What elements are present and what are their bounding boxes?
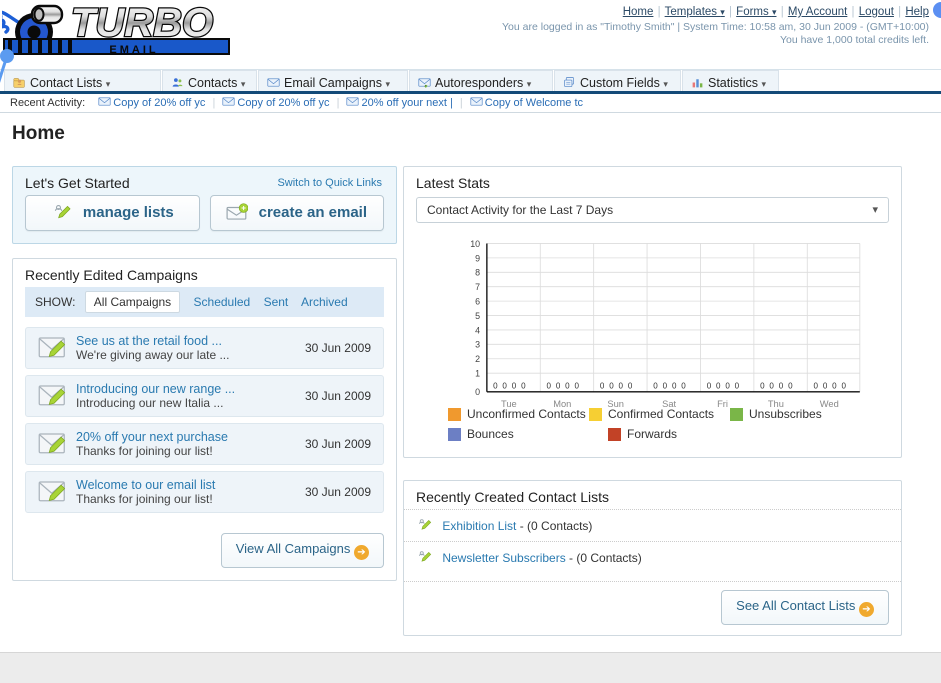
svg-text:0: 0 <box>546 381 551 390</box>
svg-text:0: 0 <box>822 381 827 390</box>
svg-text:EMAIL: EMAIL <box>109 44 158 56</box>
svg-text:3: 3 <box>475 340 480 350</box>
svg-text:0: 0 <box>521 381 526 390</box>
svg-text:0: 0 <box>716 381 721 390</box>
svg-text:0: 0 <box>681 381 686 390</box>
svg-text:0: 0 <box>662 381 667 390</box>
svg-text:0: 0 <box>778 381 783 390</box>
svg-text:1: 1 <box>475 369 480 379</box>
svg-text:0: 0 <box>671 381 676 390</box>
svg-text:0: 0 <box>555 381 560 390</box>
svg-text:8: 8 <box>475 268 480 278</box>
svg-text:0: 0 <box>618 381 623 390</box>
svg-text:0: 0 <box>760 381 765 390</box>
svg-text:0: 0 <box>769 381 774 390</box>
svg-text:0: 0 <box>706 381 711 390</box>
svg-text:4: 4 <box>475 325 480 335</box>
svg-text:0: 0 <box>502 381 507 390</box>
svg-text:0: 0 <box>574 381 579 390</box>
svg-text:0: 0 <box>734 381 739 390</box>
svg-text:0: 0 <box>493 381 498 390</box>
svg-text:0: 0 <box>725 381 730 390</box>
svg-text:9: 9 <box>475 253 480 263</box>
svg-text:7: 7 <box>475 282 480 292</box>
svg-text:0: 0 <box>841 381 846 390</box>
svg-text:0: 0 <box>653 381 658 390</box>
svg-text:0: 0 <box>813 381 818 390</box>
svg-text:6: 6 <box>475 297 480 307</box>
svg-text:2: 2 <box>475 354 480 364</box>
svg-text:0: 0 <box>788 381 793 390</box>
svg-text:0: 0 <box>475 387 480 397</box>
svg-text:5: 5 <box>475 311 480 321</box>
svg-text:0: 0 <box>832 381 837 390</box>
svg-text:10: 10 <box>470 239 480 249</box>
svg-text:TURBO: TURBO <box>71 2 213 45</box>
svg-text:0: 0 <box>599 381 604 390</box>
svg-text:0: 0 <box>565 381 570 390</box>
svg-text:0: 0 <box>609 381 614 390</box>
svg-text:0: 0 <box>511 381 516 390</box>
svg-text:0: 0 <box>627 381 632 390</box>
